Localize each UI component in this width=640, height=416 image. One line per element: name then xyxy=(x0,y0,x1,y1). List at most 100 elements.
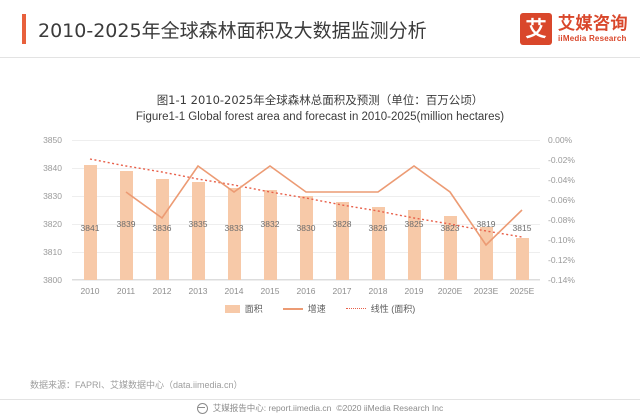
legend-label-trend: 线性 (面积) xyxy=(370,304,416,314)
bar-value-label: 3830 xyxy=(296,222,316,233)
bar[interactable] xyxy=(515,238,529,280)
legend-label-growth: 增速 xyxy=(307,304,326,314)
y-axis-right-tick: -0.14% xyxy=(548,275,575,285)
bar-slot: 3839 xyxy=(108,140,144,280)
brand-logo-mark: 艾 xyxy=(520,13,552,45)
bar[interactable] xyxy=(227,187,241,280)
gridline xyxy=(72,168,540,169)
x-axis-tick-label: 2010 xyxy=(80,286,100,296)
x-axis-tick-label: 2017 xyxy=(332,286,352,296)
line-series-overlay xyxy=(72,140,540,280)
bar[interactable] xyxy=(299,196,313,280)
bar-slot: 3833 xyxy=(216,140,252,280)
legend-item-growth: 增速 xyxy=(282,302,326,315)
bar-value-label: 3819 xyxy=(476,218,496,229)
bar-value-label: 3832 xyxy=(260,218,280,229)
bar[interactable] xyxy=(119,170,133,280)
y-axis-left-tick: 3810 xyxy=(43,247,62,257)
line-swatch-icon xyxy=(282,307,303,310)
x-axis-tick-label: 2023E xyxy=(473,286,499,296)
bar[interactable] xyxy=(191,182,205,280)
bar-value-label: 3815 xyxy=(512,222,532,233)
bar-slot: 3823 xyxy=(432,140,468,280)
x-axis-tick-label: 2011 xyxy=(116,286,136,296)
y-axis-right-tick: -0.06% xyxy=(548,195,575,205)
x-axis-tick-label: 2013 xyxy=(188,286,208,296)
data-source-note: 数据来源：FAPRI、艾媒数据中心（data.iimedia.cn） xyxy=(30,380,243,390)
gridline xyxy=(72,140,540,141)
x-axis-tick-label: 2012 xyxy=(152,286,172,296)
page-title: 2010-2025年全球森林面积及大数据监测分析 xyxy=(38,19,427,42)
bar[interactable] xyxy=(83,165,97,280)
footer-divider xyxy=(0,399,640,400)
x-axis-tick-label: 2018 xyxy=(368,286,388,296)
y-axis-left-tick: 3830 xyxy=(43,191,62,201)
bar-slot: 3836 xyxy=(144,140,180,280)
y-axis-right-tick: -0.12% xyxy=(548,255,575,265)
brand-name-en: iiMedia Research xyxy=(558,33,627,43)
y-axis-left-tick: 3820 xyxy=(43,219,62,229)
bar[interactable] xyxy=(263,190,277,280)
header-divider xyxy=(0,57,640,58)
footer-report-center: 艾媒报告中心: report.iimedia.cn xyxy=(212,403,332,413)
x-axis-tick-label: 2015 xyxy=(260,286,280,296)
bar[interactable] xyxy=(155,179,169,280)
bar-series: 3841 3839 3836 3835 3833 3832 3830 3828 3826 3825… xyxy=(72,140,540,280)
bar-value-label: 3826 xyxy=(368,222,388,233)
chart-title-cn: 图1-1 2010-2025年全球森林总面积及预测（单位：百万公顷） xyxy=(156,93,484,107)
y-axis-right-tick: -0.10% xyxy=(548,235,575,245)
x-axis-labels: 2010 2011 2012 2013 2014 2015 2016 2017 2018 2019… xyxy=(72,286,540,296)
bar[interactable] xyxy=(335,201,349,280)
page-header: 2010-2025年全球森林面积及大数据监测分析 艾 艾媒咨询 iiMedia … xyxy=(0,0,640,58)
dotted-line-swatch-icon xyxy=(345,308,366,309)
brand-name-cn: 艾媒咨询 xyxy=(558,13,628,34)
globe-icon xyxy=(196,402,208,414)
page-footer: 艾媒报告中心: report.iimedia.cn ©2020 iiMedia … xyxy=(0,400,640,416)
footer-copyright: ©2020 iiMedia Research Inc xyxy=(336,403,444,413)
bar-slot: 3830 xyxy=(288,140,324,280)
bar-slot: 3832 xyxy=(252,140,288,280)
trendline-path xyxy=(90,159,522,237)
x-axis-tick-label: 2016 xyxy=(296,286,316,296)
growth-line-path xyxy=(126,166,522,245)
bar-slot: 3841 xyxy=(72,140,108,280)
y-axis-left-tick: 3850 xyxy=(43,135,62,145)
bar-slot: 3828 xyxy=(324,140,360,280)
bar-value-label: 3839 xyxy=(116,218,136,229)
legend-item-area: 面积 xyxy=(224,302,263,315)
brand-logo-text: 艾媒咨询 iiMedia Research xyxy=(558,13,628,44)
bar[interactable] xyxy=(407,210,421,280)
legend-label-area: 面积 xyxy=(244,304,263,314)
bar-value-label: 3835 xyxy=(188,218,208,229)
bar-value-label: 3828 xyxy=(332,218,352,229)
bar[interactable] xyxy=(443,215,457,280)
chart-plot-area: 3850 3840 3830 3820 3810 3800 0.00% -0.02% -0.0… xyxy=(0,130,640,330)
chart-legend: 面积 增速 线性 (面积) xyxy=(0,302,640,315)
x-axis-tick-label: 2020E xyxy=(437,286,463,296)
legend-item-trend: 线性 (面积) xyxy=(345,302,416,315)
bar-slot: 3826 xyxy=(360,140,396,280)
bar-slot: 3815 xyxy=(504,140,540,280)
x-axis-tick-label: 2014 xyxy=(224,286,244,296)
brand-logo: 艾 艾媒咨询 iiMedia Research xyxy=(520,13,628,45)
y-axis-left-tick: 3800 xyxy=(43,275,62,285)
bar-value-label: 3823 xyxy=(440,222,460,233)
bar[interactable] xyxy=(371,207,385,280)
y-axis-right-tick: -0.04% xyxy=(548,175,575,185)
bar-swatch-icon xyxy=(224,304,240,313)
y-axis-left-tick: 3840 xyxy=(43,163,62,173)
y-axis-right-tick: -0.08% xyxy=(548,215,575,225)
x-axis-tick-label: 2019 xyxy=(404,286,424,296)
bar-value-label: 3825 xyxy=(404,218,424,229)
bar-value-label: 3836 xyxy=(152,222,172,233)
gridline xyxy=(72,280,540,281)
x-axis-tick-label: 2025E xyxy=(509,286,535,296)
bar-slot: 3825 xyxy=(396,140,432,280)
bar-value-label: 3833 xyxy=(224,222,244,233)
bar-slot: 3835 xyxy=(180,140,216,280)
title-accent-bar xyxy=(22,14,26,44)
bar-value-label: 3841 xyxy=(80,222,100,233)
chart-title: 图1-1 2010-2025年全球森林总面积及预测（单位：百万公顷） Figur… xyxy=(0,92,640,126)
y-axis-right-tick: 0.00% xyxy=(548,135,573,145)
y-axis-right-tick: -0.02% xyxy=(548,155,575,165)
